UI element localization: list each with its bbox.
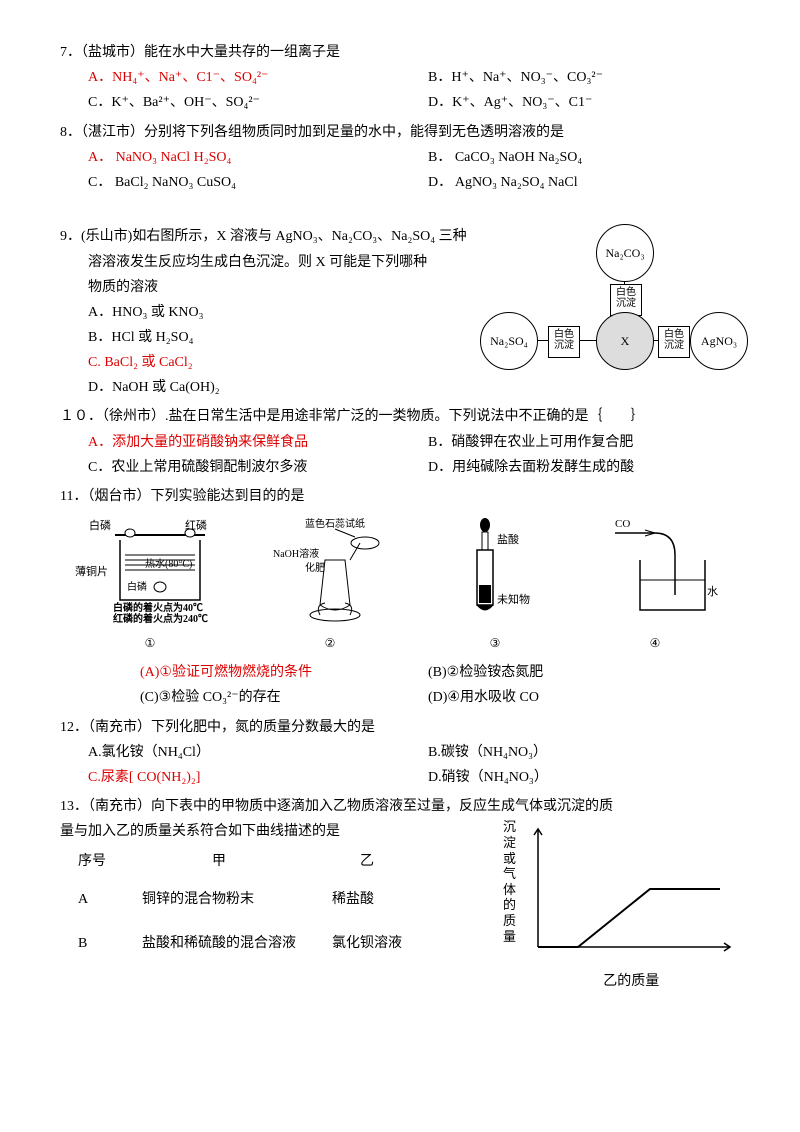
- q8-opt-d: D． AgNO₃ Na₂SO₄ NaCl: [400, 170, 740, 195]
- exp-4: CO 水 ④: [585, 515, 725, 654]
- q10-options: A．添加大量的亚硝酸钠来保鲜食品 B．硝酸钾在农业上可用作复合肥 C．农业上常用…: [60, 430, 740, 480]
- box-left: 白色沉淀: [548, 326, 580, 358]
- q12-opt-b: B.碳铵（NH₄NO₃）: [400, 740, 740, 765]
- node-agno3: AgNO₃: [690, 312, 748, 370]
- question-13: 13．（南充市）向下表中的甲物质中逐滴加入乙物质溶液至过量，反应生成气体或沉淀的…: [60, 794, 740, 994]
- q8-options: A． NaNO₃ NaCl H₂SO₄ B． CaCO₃ NaOH Na₂SO₄…: [60, 145, 740, 195]
- q8-opt-b: B． CaCO₃ NaOH Na₂SO₄: [400, 145, 740, 170]
- exp3-svg: 盐酸 未知物: [435, 515, 555, 625]
- exp-2: 蓝色石蕊试纸 NaOH溶液 化肥 ②: [255, 515, 405, 654]
- svg-text:薄铜片: 薄铜片: [75, 564, 108, 578]
- q7-opt-c: C．K⁺、Ba²⁺、OH⁻、SO₄²⁻: [60, 90, 400, 115]
- svg-text:热水(80°C): 热水(80°C): [145, 557, 192, 570]
- rb-1: 盐酸和稀硫酸的混合溶液: [124, 922, 314, 966]
- svg-text:蓝色石蕊试纸: 蓝色石蕊试纸: [305, 517, 365, 530]
- svg-text:水: 水: [707, 585, 718, 598]
- svg-text:盐酸: 盐酸: [497, 532, 519, 546]
- q9-stem-2: 溶溶液发生反应均生成白色沉淀。则 X 可能是下列哪种: [60, 250, 480, 275]
- q11-opt-c: (C)③检验 CO₃²⁻的存在: [60, 685, 400, 710]
- svg-text:红磷的着火点为240℃: 红磷的着火点为240℃: [113, 612, 208, 625]
- question-9: 9．(乐山市)如右图所示，X 溶液与 AgNO₃、Na₂CO₃、Na₂SO₄ 三…: [60, 224, 740, 404]
- q13-stem-2: 量与加入乙的质量关系符合如下曲线描述的是: [60, 819, 503, 844]
- q9-opt-b: B．HCl 或 H₂SO₄: [60, 325, 480, 350]
- question-8: 8．（湛江市）分别将下列各组物质同时加到足量的水中，能得到无色透明溶液的是 A．…: [60, 120, 740, 196]
- q8-stem: 8．（湛江市）分别将下列各组物质同时加到足量的水中，能得到无色透明溶液的是: [60, 120, 740, 145]
- q7-options: A．NH₄⁺、Na⁺、C1⁻、SO₄²⁻ B．H⁺、Na⁺、NO₃⁻、CO₃²⁻…: [60, 65, 740, 115]
- q8-opt-c: C． BaCl₂ NaNO₃ CuSO₄: [60, 170, 400, 195]
- exp1-num: ①: [75, 633, 225, 655]
- q12-options: A.氯化铵（NH₄Cl） B.碳铵（NH₄NO₃） C.尿素[ CO(NH₂)₂…: [60, 740, 740, 790]
- question-7: 7．（盐城市）能在水中大量共存的一组离子是 A．NH₄⁺、Na⁺、C1⁻、SO₄…: [60, 40, 740, 116]
- ra-1: 铜锌的混合物粉末: [124, 878, 314, 922]
- svg-text:CO: CO: [615, 518, 630, 530]
- svg-text:白磷: 白磷: [89, 518, 111, 532]
- box-right: 白色沉淀: [658, 326, 690, 358]
- q9-opt-a: A．HNO₃ 或 KNO₃: [60, 300, 480, 325]
- th-yi: 乙: [314, 845, 420, 878]
- ra-0: A: [60, 878, 124, 922]
- exp-1: 白磷 红磷 薄铜片 热水(80°C) 白磷 白磷的着火点为40℃ 红磷的着火点为…: [75, 515, 225, 654]
- q11-opt-d: (D)④用水吸收 CO: [400, 685, 740, 710]
- q12-opt-d: D.硝铵（NH₄NO₃）: [400, 765, 740, 790]
- q10-opt-a: A．添加大量的亚硝酸钠来保鲜食品: [60, 430, 400, 455]
- q7-opt-a: A．NH₄⁺、Na⁺、C1⁻、SO₄²⁻: [60, 65, 400, 90]
- question-12: 12．（南充市）下列化肥中，氮的质量分数最大的是 A.氯化铵（NH₄Cl） B.…: [60, 715, 740, 791]
- exp4-svg: CO 水: [585, 515, 725, 625]
- q8-opt-a: A． NaNO₃ NaCl H₂SO₄: [60, 145, 400, 170]
- rb-2: 氯化钡溶液: [314, 922, 420, 966]
- q11-opt-a: (A)①验证可燃物燃烧的条件: [60, 660, 400, 685]
- rb-0: B: [60, 922, 124, 966]
- q11-experiments: 白磷 红磷 薄铜片 热水(80°C) 白磷 白磷的着火点为40℃ 红磷的着火点为…: [60, 515, 740, 654]
- svg-text:化肥: 化肥: [305, 561, 325, 574]
- q12-opt-a: A.氯化铵（NH₄Cl）: [60, 740, 400, 765]
- q13-stem-1: 13．（南充市）向下表中的甲物质中逐滴加入乙物质溶液至过量，反应生成气体或沉淀的…: [60, 794, 740, 819]
- q13-chart: 沉淀或气体的质量 乙的质量: [503, 819, 741, 994]
- svg-text:NaOH溶液: NaOH溶液: [273, 547, 319, 560]
- q10-opt-c: C．农业上常用硫酸铜配制波尔多液: [60, 455, 400, 480]
- exp3-num: ③: [435, 633, 555, 655]
- q11-opt-b: (B)②检验铵态氮肥: [400, 660, 740, 685]
- q9-opt-d: D．NaOH 或 Ca(OH)₂: [60, 375, 480, 400]
- exp2-svg: 蓝色石蕊试纸 NaOH溶液 化肥: [255, 515, 405, 625]
- svg-text:白磷的着火点为40℃: 白磷的着火点为40℃: [113, 601, 203, 614]
- q9-stem-1: 9．(乐山市)如右图所示，X 溶液与 AgNO₃、Na₂CO₃、Na₂SO₄ 三…: [60, 224, 480, 249]
- exp1-svg: 白磷 红磷 薄铜片 热水(80°C) 白磷 白磷的着火点为40℃ 红磷的着火点为…: [75, 515, 225, 625]
- question-11: 11．（烟台市）下列实验能达到目的的是 白磷 红磷 薄铜片 热水(80°C) 白…: [60, 484, 740, 711]
- q11-options: (A)①验证可燃物燃烧的条件 (B)②检验铵态氮肥 (C)③检验 CO₃²⁻的存…: [60, 660, 740, 710]
- q13-ylabel: 沉淀或气体的质量: [503, 819, 517, 944]
- q7-stem: 7．（盐城市）能在水中大量共存的一组离子是: [60, 40, 740, 65]
- q7-opt-b: B．H⁺、Na⁺、NO₃⁻、CO₃²⁻: [400, 65, 740, 90]
- node-na2co3: Na₂CO₃: [596, 224, 654, 282]
- svg-text:未知物: 未知物: [497, 592, 530, 606]
- th-jia: 甲: [124, 845, 314, 878]
- q9-opt-c: C. BaCl₂ 或 CaCl₂: [60, 350, 480, 375]
- q13-xlabel: 乙的质量: [503, 969, 741, 994]
- q11-stem: 11．（烟台市）下列实验能达到目的的是: [60, 484, 740, 509]
- q7-opt-d: D．K⁺、Ag⁺、NO₃⁻、C1⁻: [400, 90, 740, 115]
- exp2-num: ②: [255, 633, 405, 655]
- exp4-num: ④: [585, 633, 725, 655]
- q13-chart-svg: [520, 819, 740, 969]
- th-seq: 序号: [60, 845, 124, 878]
- node-x: X: [596, 312, 654, 370]
- q12-opt-c: C.尿素[ CO(NH₂)₂]: [60, 765, 400, 790]
- exp-3: 盐酸 未知物 ③: [435, 515, 555, 654]
- question-10: １０．（徐州市）.盐在日常生活中是用途非常广泛的一类物质。下列说法中不正确的是｛…: [60, 404, 740, 480]
- q10-opt-b: B．硝酸钾在农业上可用作复合肥: [400, 430, 740, 455]
- svg-text:白磷: 白磷: [127, 580, 147, 593]
- q12-stem: 12．（南充市）下列化肥中，氮的质量分数最大的是: [60, 715, 740, 740]
- q10-opt-d: D．用纯碱除去面粉发酵生成的酸: [400, 455, 740, 480]
- ra-2: 稀盐酸: [314, 878, 420, 922]
- q9-diagram: Na₂CO₃ 白色沉淀 Na₂SO₄ 白色沉淀 X 白色沉淀 AgNO₃: [480, 224, 740, 404]
- node-na2so4: Na₂SO₄: [480, 312, 538, 370]
- q13-table: 序号 甲 乙 A 铜锌的混合物粉末 稀盐酸 B 盐酸和稀硫酸的混合溶液 氯化钡溶…: [60, 845, 420, 967]
- q9-stem-3: 物质的溶液: [60, 275, 480, 300]
- q10-stem: １０．（徐州市）.盐在日常生活中是用途非常广泛的一类物质。下列说法中不正确的是｛…: [60, 404, 740, 429]
